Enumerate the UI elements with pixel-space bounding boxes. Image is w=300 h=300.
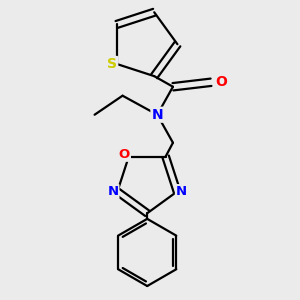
Text: N: N [176,185,187,198]
Text: O: O [215,75,227,89]
Text: N: N [152,108,163,122]
Text: S: S [107,57,117,71]
Text: N: N [107,185,118,198]
Text: O: O [119,148,130,161]
